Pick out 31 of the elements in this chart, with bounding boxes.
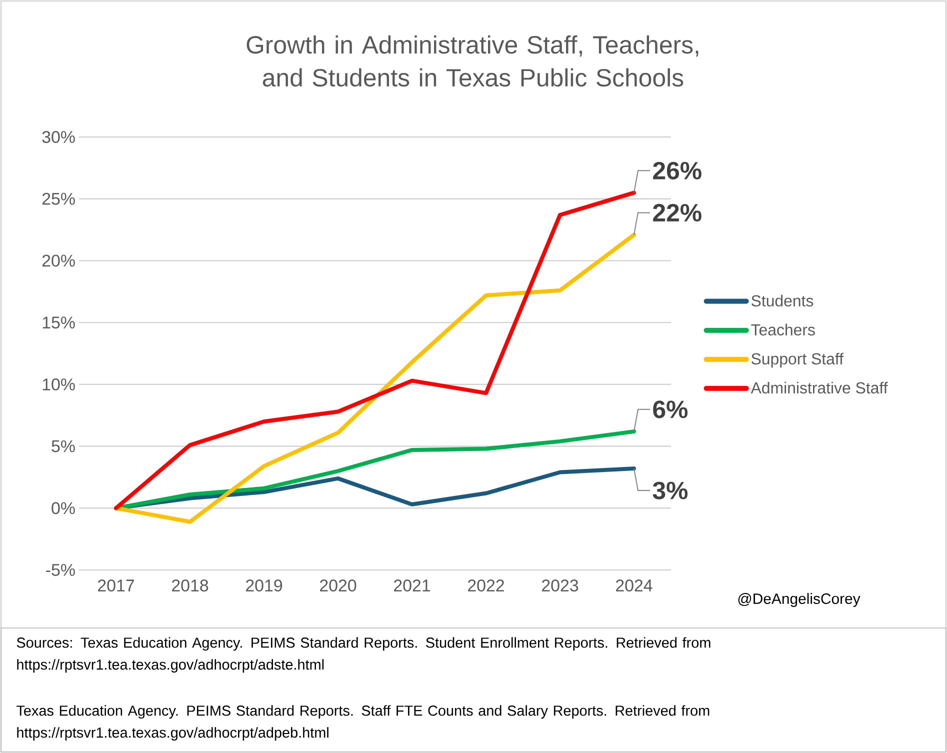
chart-title: Growth in Administrative Staff, Teachers, and Students in Texas Public Schools <box>246 35 698 87</box>
y-tick-label: 20% <box>42 254 75 267</box>
y-tick-label: 25% <box>42 192 75 205</box>
y-tick-label: 30% <box>42 130 75 143</box>
y-tick-label: 10% <box>42 378 75 390</box>
legend-label: Students <box>752 294 814 306</box>
x-tick-label: 2021 <box>394 580 430 592</box>
line-series <box>114 429 636 510</box>
legend-label: Support Staff <box>752 352 844 368</box>
y-tick-label: 0% <box>52 502 75 514</box>
y-tick-label: 15% <box>42 316 75 329</box>
legend-label: Teachers <box>751 324 815 336</box>
annotation: 26% <box>653 162 702 180</box>
text: Texas Education Agency. PEIMS Standard Reports. Staff FTE Counts and Salary Reports. Retrieved from https://rptsvr1.tea.texas.gov/adhocrpt/adpeb.html <box>16 705 710 741</box>
x-tick-label: 2020 <box>320 580 356 592</box>
x-tick-label: 2023 <box>542 580 578 592</box>
source-note: Sources: Texas Education Agency. PEIMS Standard Reports. Student Enrollment Reports. Retrieved from https://rptsvr1.tea.texas.gov/adhocrpt/adste.html <box>16 637 710 673</box>
x-tick-label: 2024 <box>616 580 652 592</box>
annotation: 22% <box>653 204 702 222</box>
annotation: 6% <box>653 400 688 418</box>
text: @DeAngelisCorey <box>738 593 860 607</box>
line-series <box>114 190 636 510</box>
annotation: 3% <box>652 482 688 500</box>
y-tick-label: 5% <box>52 440 75 452</box>
x-tick-label: 2022 <box>468 580 504 592</box>
legend-label: Administrative Staff <box>750 382 888 394</box>
y-tick-label: -5% <box>46 564 75 576</box>
x-tick-label: 2018 <box>172 580 208 592</box>
x-tick-label: 2017 <box>98 580 134 592</box>
x-tick-label: 2019 <box>246 580 282 592</box>
line-series <box>114 232 636 524</box>
